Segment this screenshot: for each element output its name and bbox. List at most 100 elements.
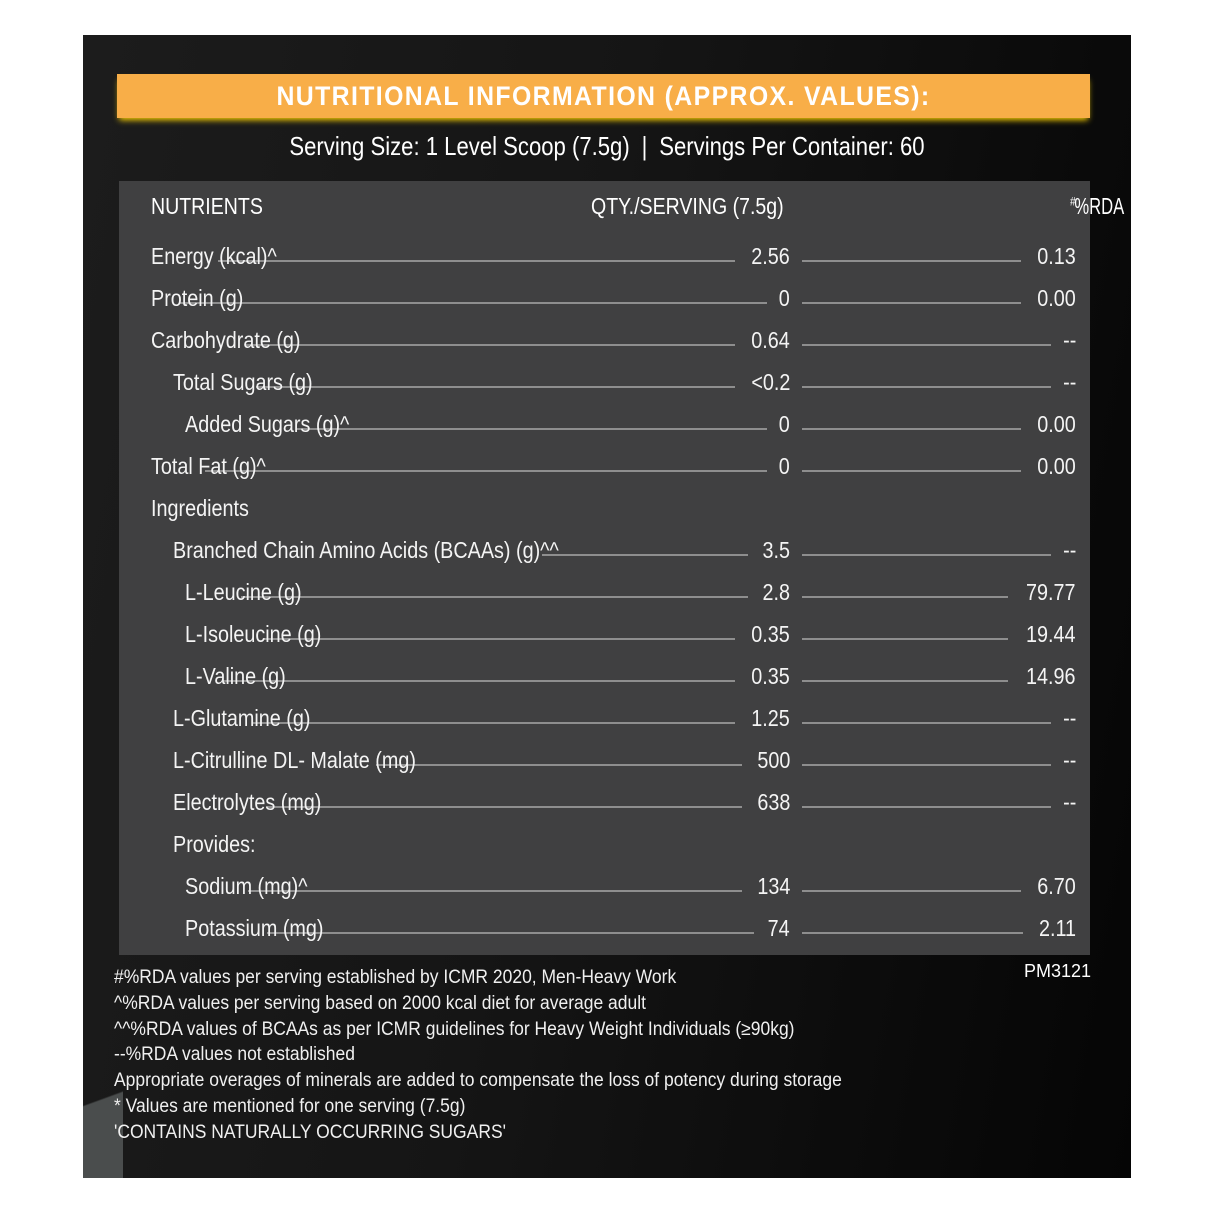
leader-line [802, 554, 1051, 556]
qty-value: 0 [778, 284, 790, 311]
rda-cell: -- [802, 537, 1076, 564]
qty-value: 0 [778, 410, 790, 437]
table-row: Branched Chain Amino Acids (BCAAs) (g)^^… [151, 529, 1076, 571]
nutrition-table: NUTRIENTS QTY./SERVING (7.5g) %RDA # Ener… [119, 181, 1125, 955]
leader-line [802, 932, 1023, 934]
leader-line [178, 302, 768, 304]
nutrient-name: Potassium (mg) [185, 914, 324, 941]
title-banner: NUTRITIONAL INFORMATION (APPROX. VALUES)… [117, 74, 1090, 118]
nutrient-name: Provides: [173, 830, 256, 857]
table-row: Total Sugars (g) <0.2 -- [151, 361, 1076, 403]
rda-value: -- [1062, 788, 1076, 815]
leader-line [245, 344, 736, 346]
rda-value: 19.44 [1026, 620, 1076, 647]
title: NUTRITIONAL INFORMATION (APPROX. VALUES)… [276, 80, 931, 111]
rda-value: 0.00 [1037, 452, 1076, 479]
rda-value: 6.70 [1037, 872, 1076, 899]
qty-value: 0.35 [751, 662, 790, 689]
rda-cell: 0.00 [802, 285, 1076, 312]
table-row: L-Valine (g) 0.35 14.96 [151, 655, 1076, 697]
qty-value: 134 [756, 872, 790, 899]
rda-value: 0.00 [1037, 410, 1076, 437]
leader-line [264, 638, 736, 640]
qty-value: 0.35 [751, 620, 790, 647]
nutrient-name: Ingredients [151, 494, 249, 521]
nutrient-name: L-Glutamine (g) [173, 704, 311, 731]
leader-line [241, 596, 749, 598]
footnote: ^^%RDA values of BCAAs as per ICMR guide… [114, 1018, 795, 1040]
qty-cell: L-Isoleucine (g) 0.35 [151, 621, 790, 648]
qty-cell: L-Citrulline DL- Malate (mg) 500 [151, 747, 790, 774]
qty-cell: Branched Chain Amino Acids (BCAAs) (g)^^… [151, 537, 790, 564]
rda-value: -- [1062, 326, 1076, 353]
table-row: Protein (g) 0 0.00 [151, 277, 1076, 319]
section-row: Ingredients [151, 487, 1076, 529]
serving-info: Serving Size: 1 Level Scoop (7.5g) | Servi… [162, 131, 1053, 162]
leader-line [296, 428, 768, 430]
rda-value: 0.13 [1037, 242, 1076, 269]
qty-value: 74 [767, 914, 790, 941]
rda-cell: 14.96 [802, 663, 1076, 690]
rda-cell: 6.70 [802, 873, 1076, 900]
rda-cell: 19.44 [802, 621, 1076, 648]
qty-value: 1.25 [751, 704, 790, 731]
header-nutrients: NUTRIENTS [151, 193, 263, 219]
table-row: L-Citrulline DL- Malate (mg) 500 -- [151, 739, 1076, 781]
rda-value: -- [1062, 704, 1076, 731]
rda-value: 79.77 [1026, 578, 1076, 605]
rda-cell: 79.77 [802, 579, 1076, 606]
qty-cell: Sodium (mg)^ 134 [151, 873, 790, 900]
rda-cell: 0.00 [802, 411, 1076, 438]
rda-cell: 2.11 [802, 915, 1076, 942]
qty-cell: Added Sugars (g)^ 0 [151, 411, 790, 438]
qty-value: 2.56 [751, 242, 790, 269]
qty-cell: Ingredients [151, 495, 790, 522]
rda-value: -- [1062, 536, 1076, 563]
table-row: L-Leucine (g) 2.8 79.77 [151, 571, 1076, 613]
leader-line [802, 470, 1022, 472]
product-code: PM3121 [1023, 961, 1091, 981]
leader-line [266, 932, 755, 934]
nutrient-name: L-Leucine (g) [185, 578, 302, 605]
leader-line [802, 890, 1022, 892]
leader-line [542, 554, 749, 556]
header-rda: %RDA # [1070, 193, 1124, 220]
qty-cell: Protein (g) 0 [151, 285, 790, 312]
qty-value: 500 [756, 746, 790, 773]
leader-line [217, 260, 736, 262]
qty-cell: Total Sugars (g) <0.2 [151, 369, 790, 396]
nutrient-name: Protein (g) [151, 284, 244, 311]
nutrient-name: L-Isoleucine (g) [185, 620, 322, 647]
footnote: --%RDA values not established [114, 1044, 355, 1066]
footnote: ^%RDA values per serving based on 2000 k… [114, 992, 646, 1014]
qty-cell: L-Glutamine (g) 1.25 [151, 705, 790, 732]
leader-line [802, 344, 1051, 346]
table-body: Energy (kcal)^ 2.56 0.13 Protein (g) 0 0.00 Ca… [151, 235, 1076, 949]
nutrient-name: Total Sugars (g) [173, 368, 313, 395]
leader-line [255, 386, 735, 388]
qty-cell: Electrolytes (mg) 638 [151, 789, 790, 816]
leader-line [253, 722, 736, 724]
nutrient-name: Sodium (mg)^ [185, 872, 308, 899]
table-row: Sodium (mg)^ 134 6.70 [151, 865, 1076, 907]
header-rda-mark: # [1070, 194, 1076, 209]
nutrient-name: Total Fat (g)^ [151, 452, 266, 479]
leader-line [802, 260, 1022, 262]
rda-cell: -- [802, 327, 1076, 354]
qty-cell: Energy (kcal)^ 2.56 [151, 243, 790, 270]
footnote: #%RDA values per serving established by … [114, 967, 677, 988]
table-row: Total Fat (g)^ 0 0.00 [151, 445, 1076, 487]
rda-value: 14.96 [1026, 662, 1076, 689]
qty-cell: Total Fat (g)^ 0 [151, 453, 790, 480]
nutrient-name: L-Citrulline DL- Malate (mg) [173, 746, 416, 773]
section-row: Provides: [151, 823, 1076, 865]
nutrient-name: Branched Chain Amino Acids (BCAAs) (g)^^ [173, 536, 559, 563]
qty-cell: L-Valine (g) 0.35 [151, 663, 790, 690]
rda-value: -- [1062, 368, 1076, 395]
nutrient-name: Electrolytes (mg) [173, 788, 322, 815]
leader-line [802, 806, 1051, 808]
qty-cell: L-Leucine (g) 2.8 [151, 579, 790, 606]
rda-cell: -- [802, 705, 1076, 732]
leader-line [205, 470, 768, 472]
leader-line [802, 764, 1051, 766]
